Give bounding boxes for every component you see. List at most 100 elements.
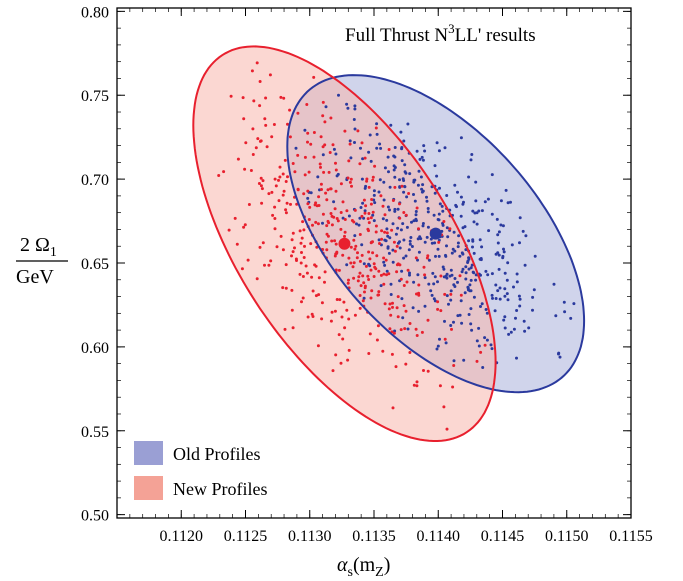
data-point-old-profiles bbox=[459, 299, 463, 303]
data-point-old-profiles bbox=[405, 195, 409, 199]
data-point-new-profiles bbox=[349, 261, 353, 265]
data-point-old-profiles bbox=[456, 280, 459, 284]
data-point-old-profiles bbox=[449, 298, 453, 302]
data-point-new-profiles bbox=[334, 353, 338, 357]
data-point-new-profiles bbox=[306, 315, 310, 319]
data-point-new-profiles bbox=[321, 100, 325, 104]
data-point-old-profiles bbox=[386, 234, 390, 238]
data-point-new-profiles bbox=[382, 256, 386, 260]
data-point-old-profiles bbox=[442, 275, 446, 279]
data-point-old-profiles bbox=[477, 326, 481, 330]
data-point-old-profiles bbox=[382, 180, 386, 184]
data-point-old-profiles bbox=[396, 226, 400, 230]
data-point-old-profiles bbox=[362, 296, 366, 300]
data-point-old-profiles bbox=[406, 327, 410, 331]
data-point-old-profiles bbox=[503, 287, 507, 291]
data-point-old-profiles bbox=[469, 278, 473, 282]
data-point-old-profiles bbox=[440, 204, 444, 208]
data-point-old-profiles bbox=[478, 257, 482, 261]
data-point-old-profiles bbox=[461, 226, 465, 230]
data-point-new-profiles bbox=[365, 179, 369, 183]
data-point-new-profiles bbox=[257, 182, 261, 185]
data-point-new-profiles bbox=[407, 192, 411, 195]
data-point-new-profiles bbox=[290, 308, 294, 312]
data-point-new-profiles bbox=[279, 234, 283, 238]
data-point-old-profiles bbox=[557, 351, 561, 355]
data-point-old-profiles bbox=[490, 293, 494, 297]
data-point-new-profiles bbox=[376, 324, 380, 328]
data-point-old-profiles bbox=[505, 278, 509, 282]
data-point-new-profiles bbox=[373, 164, 377, 168]
data-point-old-profiles bbox=[438, 202, 442, 206]
data-point-old-profiles bbox=[499, 223, 503, 227]
data-point-old-profiles bbox=[404, 254, 408, 258]
data-point-old-profiles bbox=[400, 159, 404, 163]
axis-ticks: 0.1120 0.1125 0.1130 0.1135 0.1140 0.1145 0.11… bbox=[81, 4, 653, 545]
data-point-old-profiles bbox=[444, 253, 447, 257]
data-point-old-profiles bbox=[441, 209, 445, 213]
data-point-new-profiles bbox=[320, 301, 324, 305]
data-point-new-profiles bbox=[323, 120, 327, 124]
svg-text:2 Ω1: 2 Ω1 bbox=[20, 234, 57, 260]
data-point-old-profiles bbox=[435, 347, 439, 351]
data-point-new-profiles bbox=[422, 265, 426, 269]
data-point-old-profiles bbox=[432, 282, 436, 286]
data-point-old-profiles bbox=[454, 203, 458, 207]
data-point-old-profiles bbox=[552, 282, 556, 286]
data-point-old-profiles bbox=[436, 344, 440, 348]
data-point-old-profiles bbox=[446, 235, 450, 239]
data-point-old-profiles bbox=[467, 267, 471, 271]
data-point-old-profiles bbox=[478, 238, 482, 242]
data-point-old-profiles bbox=[408, 273, 411, 277]
data-point-old-profiles bbox=[427, 258, 431, 262]
data-point-new-profiles bbox=[372, 275, 376, 278]
data-point-old-profiles bbox=[353, 141, 356, 144]
data-point-old-profiles bbox=[383, 166, 387, 170]
data-point-old-profiles bbox=[443, 319, 446, 323]
data-point-new-profiles bbox=[285, 201, 289, 205]
data-point-new-profiles bbox=[415, 334, 419, 337]
data-point-old-profiles bbox=[408, 242, 412, 246]
data-point-new-profiles bbox=[302, 256, 306, 259]
data-point-new-profiles bbox=[300, 300, 303, 304]
data-point-old-profiles bbox=[434, 254, 437, 258]
data-point-old-profiles bbox=[433, 191, 437, 195]
data-point-new-profiles bbox=[270, 190, 274, 194]
data-point-new-profiles bbox=[258, 80, 262, 83]
data-point-new-profiles bbox=[331, 143, 335, 147]
data-point-new-profiles bbox=[339, 211, 343, 214]
data-point-new-profiles bbox=[353, 208, 357, 212]
data-point-old-profiles bbox=[527, 326, 531, 330]
data-point-new-profiles bbox=[339, 227, 343, 231]
data-point-new-profiles bbox=[366, 217, 370, 221]
data-point-new-profiles bbox=[449, 292, 453, 296]
data-point-old-profiles bbox=[506, 261, 510, 265]
data-point-new-profiles bbox=[334, 268, 338, 272]
data-point-old-profiles bbox=[475, 222, 479, 226]
data-point-new-profiles bbox=[408, 351, 412, 354]
data-point-old-profiles bbox=[416, 273, 420, 277]
data-point-old-profiles bbox=[479, 305, 482, 308]
data-point-new-profiles bbox=[363, 286, 367, 290]
data-point-old-profiles bbox=[385, 218, 389, 222]
data-point-old-profiles bbox=[389, 293, 393, 296]
data-point-old-profiles bbox=[346, 106, 350, 110]
data-point-new-profiles bbox=[364, 264, 368, 268]
data-point-new-profiles bbox=[391, 301, 394, 305]
x-tick-label: 0.1145 bbox=[481, 528, 524, 545]
data-point-new-profiles bbox=[279, 95, 283, 99]
data-point-new-profiles bbox=[282, 96, 286, 100]
data-point-old-profiles bbox=[378, 142, 382, 146]
data-point-new-profiles bbox=[356, 279, 360, 283]
data-point-new-profiles bbox=[321, 145, 325, 149]
data-point-old-profiles bbox=[436, 247, 440, 251]
data-point-old-profiles bbox=[461, 202, 465, 206]
data-point-new-profiles bbox=[334, 189, 338, 193]
data-point-old-profiles bbox=[412, 193, 415, 196]
data-point-old-profiles bbox=[502, 247, 505, 251]
data-point-old-profiles bbox=[416, 237, 420, 241]
data-point-old-profiles bbox=[418, 235, 422, 239]
data-point-new-profiles bbox=[459, 293, 463, 297]
data-point-old-profiles bbox=[316, 175, 320, 179]
data-point-new-profiles bbox=[303, 244, 306, 248]
